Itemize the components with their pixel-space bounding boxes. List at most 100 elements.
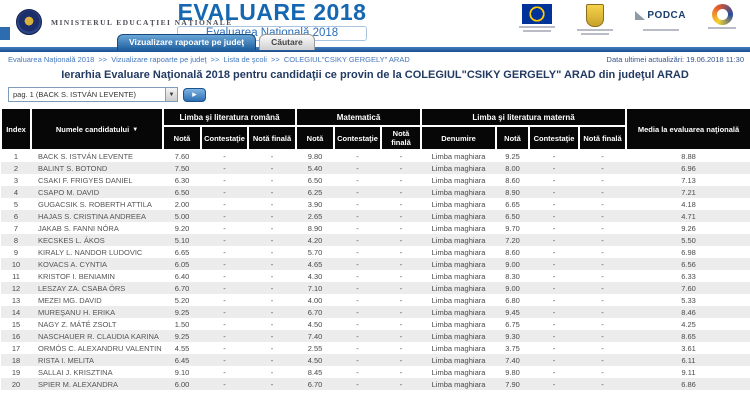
- cell-materna-contestatie: -: [552, 211, 556, 221]
- cell-materna-nota: 7.90: [505, 379, 520, 389]
- cell-ro-contestatie: -: [223, 199, 226, 209]
- cell-materna-denumire: Limba maghiara: [431, 355, 486, 365]
- cell-name: SPIER M. ALEXANDRA: [38, 379, 119, 389]
- cell-ro-nota-finala: -: [270, 355, 274, 365]
- cell-ro-contestatie: -: [223, 247, 226, 257]
- cell-media: 7.13: [681, 175, 696, 185]
- page-select[interactable]: pag. 1 (BACK S. ISTVÁN LEVENTE) ▼: [8, 87, 178, 102]
- cell-materna-denumire: Limba maghiara: [431, 199, 486, 209]
- col-header-index: Index: [0, 107, 32, 151]
- cell-materna-nota: 6.50: [505, 211, 520, 221]
- cell-index: 4: [13, 187, 19, 197]
- breadcrumb-item[interactable]: Evaluarea Naţională 2018: [8, 55, 95, 64]
- cell-materna-denumire: Limba maghiara: [431, 367, 486, 377]
- cell-mat-contestatie: -: [356, 199, 359, 209]
- tab-cautare[interactable]: Căutare: [259, 34, 315, 50]
- cell-index: 20: [11, 379, 21, 389]
- table-row: 14 MUREŞANU H. ERIKA 9.25 - - 6.70 - - Limba mag…: [1, 306, 750, 318]
- logo-caption-bar: [581, 33, 610, 35]
- group-header-matematica: Matematică: [295, 107, 423, 127]
- cell-mat-nota-finala: -: [399, 283, 403, 293]
- cell-materna-nota: 8.30: [505, 271, 520, 281]
- col-header-name[interactable]: Numele candidatului ▼: [30, 107, 164, 151]
- cell-ro-nota: 6.40: [174, 271, 190, 281]
- logo-caption-bar: [519, 26, 556, 28]
- cell-materna-nota: 8.90: [505, 187, 520, 197]
- cell-ro-nota: 7.60: [174, 152, 190, 161]
- ministry-branding: MINISTERUL EDUCAŢIEI NAŢIONALE: [16, 9, 233, 35]
- cell-mat-nota: 6.25: [307, 187, 323, 197]
- cell-materna-nota-finala: -: [601, 307, 604, 317]
- cell-materna-contestatie: -: [552, 307, 556, 317]
- cell-ro-nota-finala: -: [270, 343, 274, 353]
- cell-ro-nota: 5.20: [174, 295, 190, 305]
- cell-materna-contestatie: -: [552, 343, 556, 353]
- cell-media: 6.86: [681, 379, 696, 389]
- col-header-name-label: Numele candidatului: [55, 124, 130, 134]
- cell-index: 12: [11, 283, 21, 293]
- cell-materna-nota-finala: -: [601, 271, 604, 281]
- cell-mat-nota-finala: -: [399, 379, 403, 389]
- cell-mat-nota: 5.70: [307, 247, 323, 257]
- cell-materna-denumire: Limba maghiara: [431, 223, 486, 233]
- cell-media: 8.88: [681, 152, 696, 161]
- coat-of-arms-icon: [586, 4, 605, 27]
- structural-funds-logo: [708, 4, 736, 29]
- go-button[interactable]: ▸: [183, 87, 206, 102]
- cell-media: 5.50: [681, 235, 696, 245]
- cell-name: MEZEI MG. DAVID: [38, 295, 102, 305]
- cell-materna-nota-finala: -: [601, 367, 604, 377]
- cell-mat-nota: 5.40: [307, 163, 323, 173]
- cell-materna-contestatie: -: [552, 163, 556, 173]
- breadcrumb-item[interactable]: Lista de şcoli: [223, 55, 267, 64]
- cell-materna-nota: 9.30: [505, 331, 520, 341]
- cell-ro-nota-finala: -: [270, 307, 274, 317]
- table-row: 16 NASCHAUER R. CLAUDIA KARINA 9.25 - - 7.40 -…: [1, 330, 750, 342]
- cell-name: CSAPO M. DAVID: [38, 187, 100, 197]
- cell-ro-nota-finala: -: [270, 163, 274, 173]
- tab-vizualizare-rapoarte[interactable]: Vizualizare rapoarte pe judeţ: [117, 34, 257, 50]
- cell-media: 4.71: [681, 211, 696, 221]
- cell-mat-nota-finala: -: [399, 295, 403, 305]
- cell-mat-nota-finala: -: [399, 199, 403, 209]
- col-header-ro-contestatie: Contestaţie: [200, 125, 249, 151]
- cell-mat-nota: 4.00: [307, 295, 323, 305]
- col-header-ro-nota-finala: Notă finală: [246, 125, 298, 151]
- chevron-down-icon[interactable]: ▼: [165, 88, 177, 101]
- cell-materna-contestatie: -: [552, 379, 556, 389]
- cell-ro-nota-finala: -: [270, 175, 274, 185]
- cell-mat-nota-finala: -: [399, 163, 403, 173]
- cell-name: CSAKI F. FRIGYES DANIEL: [38, 175, 133, 185]
- cell-ro-contestatie: -: [223, 152, 226, 161]
- page-title: Ierarhia Evaluare Naţională 2018 pentru …: [61, 69, 689, 81]
- cell-ro-contestatie: -: [223, 187, 226, 197]
- cell-mat-contestatie: -: [356, 343, 359, 353]
- cell-mat-nota: 4.50: [307, 319, 323, 329]
- cell-materna-contestatie: -: [552, 319, 556, 329]
- cell-materna-nota: 9.45: [505, 307, 520, 317]
- results-tbody: 1 BACK S. ISTVÁN LEVENTE 7.60 - - 9.80 - - Limba…: [1, 150, 750, 390]
- cell-ro-contestatie: -: [223, 295, 226, 305]
- cell-ro-contestatie: -: [223, 235, 226, 245]
- cell-materna-nota-finala: -: [601, 211, 604, 221]
- breadcrumb-item[interactable]: Vizualizare rapoarte pe judeţ: [111, 55, 207, 64]
- cell-materna-nota-finala: -: [601, 247, 604, 257]
- cell-materna-nota-finala: -: [601, 331, 604, 341]
- partner-logos: PODCA: [519, 4, 736, 35]
- cell-materna-contestatie: -: [552, 235, 556, 245]
- cell-mat-nota-finala: -: [399, 223, 403, 233]
- cell-media: 7.21: [681, 187, 696, 197]
- cell-ro-nota: 1.50: [174, 319, 190, 329]
- cell-materna-nota: 9.70: [505, 223, 520, 233]
- cell-index: 9: [13, 247, 19, 257]
- cell-mat-nota-finala: -: [399, 247, 403, 257]
- site-title: EVALUARE 2018: [177, 0, 367, 25]
- cell-ro-contestatie: -: [223, 379, 226, 389]
- cell-materna-denumire: Limba maghiara: [431, 152, 486, 161]
- cell-materna-contestatie: -: [552, 223, 556, 233]
- cell-ro-nota-finala: -: [270, 152, 274, 161]
- cell-ro-nota-finala: -: [270, 319, 274, 329]
- cell-ro-contestatie: -: [223, 163, 226, 173]
- cell-ro-nota: 6.05: [174, 259, 190, 269]
- cell-mat-contestatie: -: [356, 259, 359, 269]
